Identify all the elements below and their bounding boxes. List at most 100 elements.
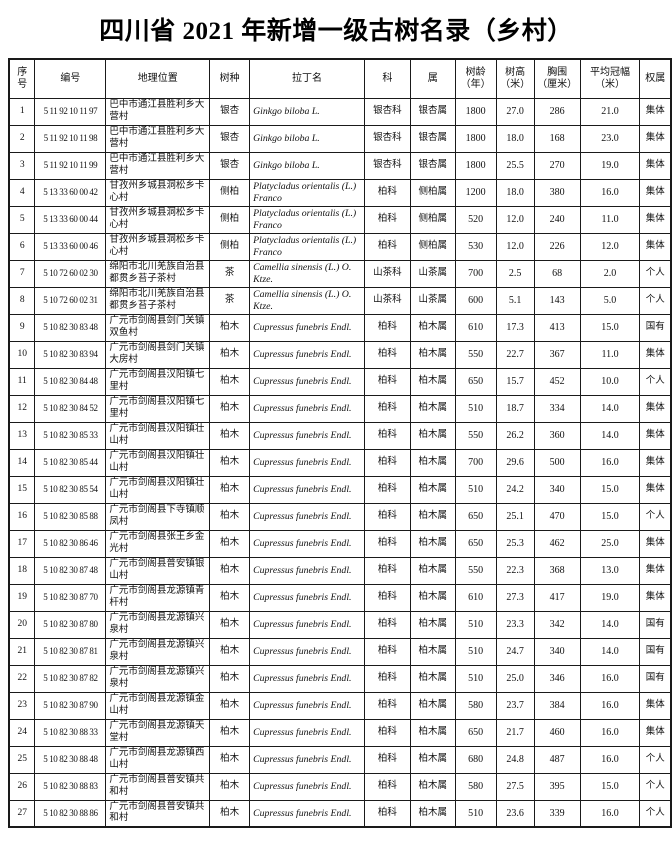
cell-height: 22.3 (495, 556, 535, 585)
cell-ownership: 集体 (639, 232, 672, 261)
cell-latin: Cupressus funebris Endl. (249, 772, 365, 801)
cell-family: 柏科 (363, 313, 411, 342)
cell-index: 23 (8, 691, 36, 720)
cell-species: 柏木 (209, 421, 251, 450)
cell-genus: 柏木属 (409, 637, 456, 666)
cell-crown: 21.0 (579, 97, 641, 126)
cell-age: 550 (454, 556, 497, 585)
table-row: 27 5 10 82 30 88 86 广元市剑阁县普安镇共和村 柏木 Cupressu… (8, 799, 672, 828)
cell-genus: 柏木属 (409, 583, 456, 612)
cell-height: 18.0 (495, 124, 535, 153)
cell-code: 5 10 82 30 87 80 (34, 610, 107, 639)
col-header-species: 树种 (209, 58, 251, 99)
cell-index: 5 (8, 205, 36, 234)
cell-family: 柏科 (363, 637, 411, 666)
cell-age: 700 (454, 448, 497, 477)
cell-latin: Ginkgo biloba L. (249, 97, 365, 126)
table-row: 20 5 10 82 30 87 80 广元市剑阁县龙源镇兴泉村 柏木 Cupressu… (8, 610, 672, 639)
cell-index: 24 (8, 718, 36, 747)
cell-code: 5 11 92 10 11 99 (34, 151, 107, 180)
cell-girth: 68 (533, 259, 581, 288)
cell-family: 柏科 (363, 529, 411, 558)
cell-height: 25.0 (495, 664, 535, 693)
cell-code: 5 13 33 60 00 46 (34, 232, 107, 261)
cell-location: 绵阳市北川羌族自治县都贯乡苔子茶村 (105, 259, 211, 288)
table-row: 15 5 10 82 30 85 54 广元市剑阁县汉阳镇壮山村 柏木 Cupressu… (8, 475, 672, 504)
cell-height: 25.3 (495, 529, 535, 558)
cell-crown: 12.0 (579, 232, 641, 261)
cell-girth: 460 (533, 718, 581, 747)
cell-species: 柏木 (209, 664, 251, 693)
cell-location: 广元市剑阁县龙源镇天堂村 (105, 718, 211, 747)
cell-age: 550 (454, 340, 497, 369)
cell-index: 17 (8, 529, 36, 558)
cell-girth: 470 (533, 502, 581, 531)
cell-height: 29.6 (495, 448, 535, 477)
cell-crown: 5.0 (579, 286, 641, 315)
cell-girth: 168 (533, 124, 581, 153)
cell-crown: 19.0 (579, 583, 641, 612)
cell-genus: 柏木属 (409, 610, 456, 639)
cell-code: 5 10 82 30 87 70 (34, 583, 107, 612)
cell-girth: 500 (533, 448, 581, 477)
cell-latin: Cupressus funebris Endl. (249, 718, 365, 747)
cell-latin: Platycladus orientalis (L.) Franco (249, 205, 365, 234)
cell-height: 23.7 (495, 691, 535, 720)
cell-location: 广元市剑阁县龙源镇金山村 (105, 691, 211, 720)
cell-age: 600 (454, 286, 497, 315)
cell-code: 5 10 82 30 88 33 (34, 718, 107, 747)
cell-family: 柏科 (363, 340, 411, 369)
cell-crown: 13.0 (579, 556, 641, 585)
cell-index: 22 (8, 664, 36, 693)
cell-age: 650 (454, 718, 497, 747)
cell-crown: 19.0 (579, 151, 641, 180)
cell-family: 柏科 (363, 502, 411, 531)
cell-height: 12.0 (495, 232, 535, 261)
cell-index: 15 (8, 475, 36, 504)
cell-latin: Cupressus funebris Endl. (249, 610, 365, 639)
cell-ownership: 个人 (639, 367, 672, 396)
cell-code: 5 11 92 10 11 98 (34, 124, 107, 153)
cell-girth: 143 (533, 286, 581, 315)
cell-code: 5 11 92 10 11 97 (34, 97, 107, 126)
cell-latin: Cupressus funebris Endl. (249, 745, 365, 774)
table-row: 13 5 10 82 30 85 33 广元市剑阁县汉阳镇壮山村 柏木 Cupressu… (8, 421, 672, 450)
cell-crown: 23.0 (579, 124, 641, 153)
cell-age: 1800 (454, 151, 497, 180)
cell-girth: 334 (533, 394, 581, 423)
cell-latin: Cupressus funebris Endl. (249, 421, 365, 450)
cell-ownership: 国有 (639, 313, 672, 342)
cell-index: 18 (8, 556, 36, 585)
cell-species: 柏木 (209, 556, 251, 585)
cell-girth: 452 (533, 367, 581, 396)
cell-crown: 25.0 (579, 529, 641, 558)
cell-species: 柏木 (209, 583, 251, 612)
ancient-trees-table: 序 号编号 地理位置 树种 拉丁名科属树龄 （年） 树高 （米） 胸围 （厘米） 平均冠幅 … (8, 58, 672, 828)
col-header-height: 树高 （米） (495, 58, 535, 99)
cell-family: 柏科 (363, 610, 411, 639)
cell-latin: Cupressus funebris Endl. (249, 529, 365, 558)
cell-latin: Cupressus funebris Endl. (249, 799, 365, 828)
cell-genus: 柏木属 (409, 394, 456, 423)
table-row: 25 5 10 82 30 88 48 广元市剑阁县龙源镇西山村 柏木 Cupressu… (8, 745, 672, 774)
cell-crown: 16.0 (579, 745, 641, 774)
cell-location: 广元市剑阁县龙源镇兴泉村 (105, 664, 211, 693)
cell-genus: 柏木属 (409, 421, 456, 450)
cell-crown: 16.0 (579, 178, 641, 207)
cell-genus: 侧柏属 (409, 205, 456, 234)
cell-family: 柏科 (363, 745, 411, 774)
col-header-crown: 平均冠幅 （米） (579, 58, 641, 99)
cell-location: 广元市剑阁县汉阳镇壮山村 (105, 421, 211, 450)
cell-family: 柏科 (363, 691, 411, 720)
cell-species: 柏木 (209, 610, 251, 639)
cell-latin: Cupressus funebris Endl. (249, 637, 365, 666)
cell-height: 25.5 (495, 151, 535, 180)
cell-crown: 15.0 (579, 502, 641, 531)
table-row: 23 5 10 82 30 87 90 广元市剑阁县龙源镇金山村 柏木 Cupressu… (8, 691, 672, 720)
